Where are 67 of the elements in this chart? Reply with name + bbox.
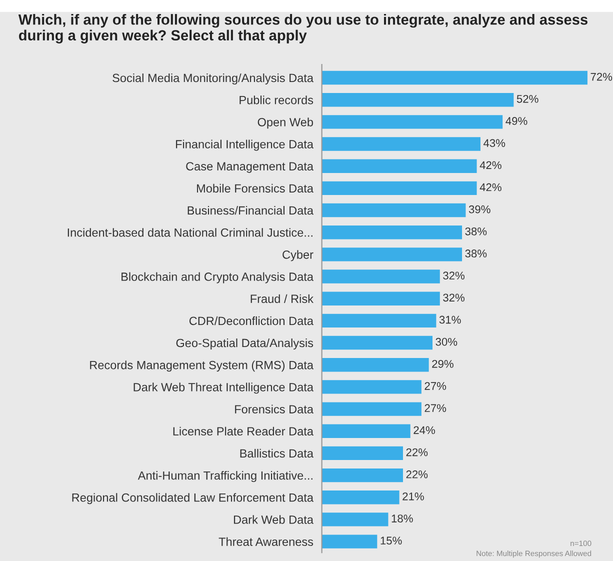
y-tick-label: License Plate Reader Data — [173, 426, 314, 436]
chart-title: Which, if any of the following sources do you use to integrate, analyze and assess during a given week? Select all that apply — [18, 14, 588, 44]
data-label: 38% — [465, 250, 487, 258]
data-label: 38% — [465, 227, 487, 236]
data-label: 43% — [484, 139, 506, 147]
bar — [322, 314, 436, 328]
bar — [322, 534, 378, 548]
bar — [322, 512, 388, 526]
y-tick-label: Mobile Forensics Data — [197, 184, 314, 193]
y-tick-label: Cyber — [282, 250, 314, 262]
bar — [322, 159, 477, 173]
bar — [322, 203, 466, 218]
data-label: 18% — [392, 514, 413, 522]
data-label: 72% — [590, 72, 612, 81]
y-tick-label: Anti-Human Trafficking Initiative... — [138, 471, 312, 482]
y-tick-label: Financial Intelligence Data — [176, 140, 314, 151]
y-tick-label: Regional Consolidated Law Enforcement Data — [72, 493, 314, 504]
bar — [322, 115, 503, 129]
y-tick-label: Geo-Spatial Data/Analysis — [176, 338, 314, 350]
data-label: 24% — [414, 426, 435, 434]
bar — [322, 248, 462, 262]
data-label: 32% — [443, 294, 465, 302]
y-tick-label: Dark Web Threat Intelligence Data — [134, 382, 314, 394]
data-label: 42% — [480, 161, 502, 170]
data-label: 27% — [424, 382, 446, 390]
data-label: 22% — [406, 470, 428, 478]
data-label: 21% — [402, 492, 424, 500]
y-tick-label: Fraud / Risk — [250, 294, 314, 304]
data-label: 27% — [424, 404, 446, 412]
bar — [322, 336, 433, 350]
y-tick-label: Business/Financial Data — [188, 206, 314, 215]
bar — [322, 270, 440, 284]
data-label: 22% — [406, 448, 428, 456]
y-tick-label: Records Management System (RMS) Data — [90, 360, 314, 372]
bar — [322, 137, 480, 151]
bar — [322, 70, 588, 85]
bar — [322, 380, 422, 394]
bar — [322, 292, 440, 306]
y-tick-label: Incident-based data National Criminal Justice... — [68, 228, 312, 237]
bar — [322, 226, 462, 240]
data-label: 39% — [468, 205, 490, 214]
y-tick-label: Forensics Data — [235, 404, 314, 414]
y-tick-label: Threat Awareness — [218, 537, 314, 546]
data-label: 30% — [436, 338, 458, 346]
y-tick-label: Ballistics Data — [240, 448, 314, 458]
data-label: 52% — [516, 94, 538, 103]
data-label: 49% — [506, 117, 528, 125]
bar — [322, 468, 403, 482]
y-tick-label: Case Management Data — [186, 162, 314, 173]
y-tick-label: Public records — [240, 96, 314, 104]
bar — [322, 490, 400, 504]
y-tick-label: Blockchain and Crypto Analysis Data — [122, 272, 314, 284]
bar — [322, 424, 410, 438]
data-label: 15% — [380, 536, 402, 545]
y-tick-label: Social Media Monitoring/Analysis Data — [112, 73, 314, 84]
y-tick-label: Dark Web Data — [234, 515, 314, 524]
bar — [322, 446, 403, 460]
bar — [322, 358, 429, 372]
data-label: 32% — [443, 272, 465, 280]
data-label: 42% — [480, 183, 502, 192]
bar — [322, 402, 422, 416]
y-tick-label: Open Web — [258, 118, 313, 129]
bar — [322, 93, 514, 107]
data-label: 31% — [439, 316, 461, 324]
data-label: 29% — [432, 360, 454, 368]
y-tick-label: CDR/Deconfliction Data — [189, 316, 314, 326]
bar — [322, 181, 477, 196]
